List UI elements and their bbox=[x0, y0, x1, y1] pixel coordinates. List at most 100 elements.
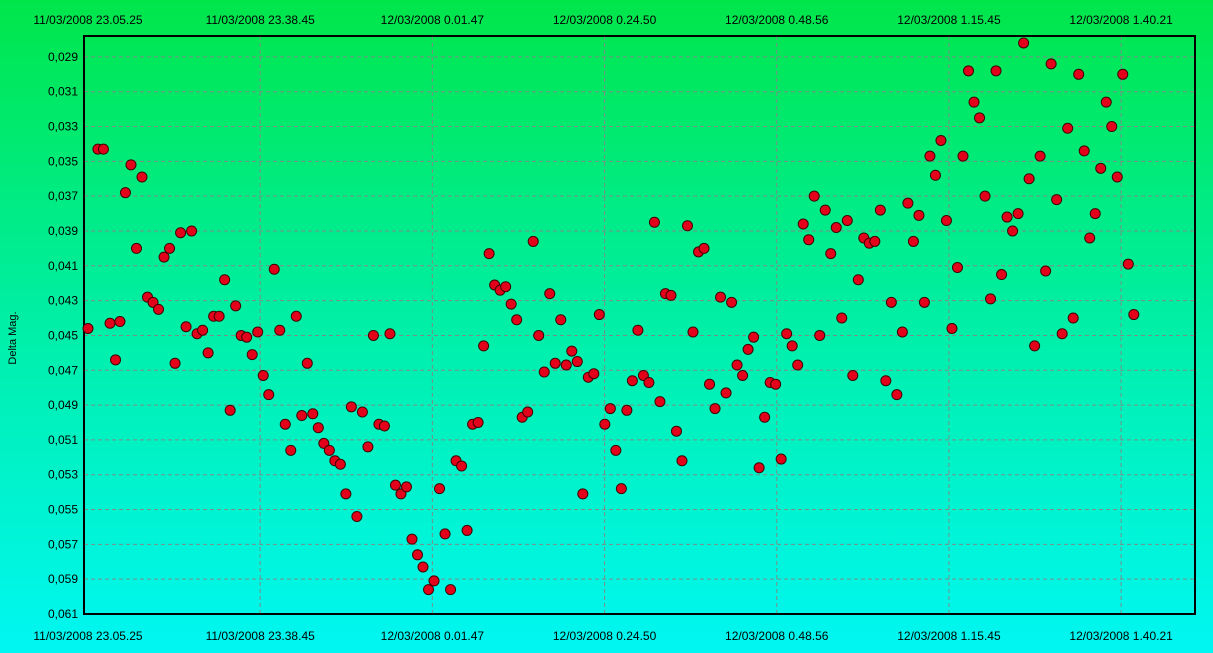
data-point bbox=[836, 312, 848, 324]
data-point bbox=[670, 425, 682, 437]
data-point bbox=[104, 317, 116, 329]
data-point bbox=[577, 488, 589, 500]
data-point bbox=[1073, 68, 1085, 80]
y-tick-label: 0,031 bbox=[48, 85, 78, 99]
data-point bbox=[792, 359, 804, 371]
data-point bbox=[153, 303, 165, 315]
data-point bbox=[1067, 312, 1079, 324]
data-point bbox=[197, 324, 209, 336]
data-point bbox=[918, 296, 930, 308]
y-tick-label: 0,057 bbox=[48, 537, 78, 551]
x-bottom-tick-label: 12/03/2008 0.24.50 bbox=[553, 629, 657, 643]
data-point bbox=[588, 368, 600, 380]
data-point bbox=[996, 269, 1008, 281]
data-point bbox=[924, 150, 936, 162]
data-point bbox=[175, 227, 187, 239]
data-point bbox=[632, 324, 644, 336]
data-point bbox=[456, 460, 468, 472]
x-top-tick-label: 11/03/2008 23.05.25 bbox=[33, 13, 143, 27]
data-point bbox=[417, 561, 429, 573]
data-point bbox=[445, 584, 457, 596]
data-point bbox=[549, 357, 561, 369]
data-point bbox=[340, 488, 352, 500]
data-point bbox=[935, 134, 947, 146]
data-point bbox=[621, 404, 633, 416]
data-point bbox=[544, 288, 556, 300]
data-point bbox=[1007, 225, 1019, 237]
data-point bbox=[841, 215, 853, 227]
data-point bbox=[1023, 173, 1035, 185]
data-point bbox=[119, 187, 131, 199]
data-point bbox=[257, 369, 269, 381]
data-point bbox=[263, 389, 275, 401]
data-point bbox=[522, 406, 534, 418]
data-point bbox=[676, 455, 688, 467]
data-point bbox=[1117, 68, 1129, 80]
data-point bbox=[110, 354, 122, 366]
data-point bbox=[759, 411, 771, 423]
data-point bbox=[687, 326, 699, 338]
data-point bbox=[213, 310, 225, 322]
data-point bbox=[819, 204, 831, 216]
data-point bbox=[290, 310, 302, 322]
data-point bbox=[748, 331, 760, 343]
data-point bbox=[345, 401, 357, 413]
data-point bbox=[1106, 121, 1118, 133]
data-point bbox=[852, 274, 864, 286]
data-point bbox=[406, 533, 418, 545]
data-point bbox=[1100, 96, 1112, 108]
data-point bbox=[709, 403, 721, 415]
data-point bbox=[742, 343, 754, 355]
data-point bbox=[814, 329, 826, 341]
data-point bbox=[1122, 258, 1134, 270]
data-point bbox=[880, 375, 892, 387]
data-point bbox=[913, 209, 925, 221]
data-point bbox=[389, 479, 401, 491]
data-point bbox=[797, 218, 809, 230]
data-point bbox=[1029, 340, 1041, 352]
data-point bbox=[891, 389, 903, 401]
data-point bbox=[1012, 208, 1024, 220]
data-point bbox=[985, 293, 997, 305]
data-point bbox=[500, 281, 512, 293]
data-point bbox=[130, 242, 142, 254]
data-point bbox=[246, 349, 258, 361]
x-top-tick-label: 12/03/2008 1.15.45 bbox=[897, 13, 1001, 27]
data-point bbox=[962, 65, 974, 77]
y-tick-label: 0,035 bbox=[48, 154, 78, 168]
data-point bbox=[483, 248, 495, 260]
data-point bbox=[929, 169, 941, 181]
data-point bbox=[665, 289, 677, 301]
y-tick-label: 0,041 bbox=[48, 259, 78, 273]
data-point bbox=[268, 263, 280, 275]
data-point bbox=[681, 220, 693, 232]
data-point bbox=[560, 359, 572, 371]
data-point bbox=[434, 483, 446, 495]
data-point bbox=[1095, 162, 1107, 174]
data-point bbox=[1045, 58, 1057, 70]
y-tick-label: 0,045 bbox=[48, 328, 78, 342]
data-point bbox=[307, 408, 319, 420]
data-point bbox=[82, 322, 94, 334]
data-point bbox=[169, 357, 181, 369]
x-bottom-tick-label: 11/03/2008 23.05.25 bbox=[33, 629, 143, 643]
data-point bbox=[770, 378, 782, 390]
data-point bbox=[164, 242, 176, 254]
data-point bbox=[604, 403, 616, 415]
data-point bbox=[356, 406, 368, 418]
data-point bbox=[720, 387, 732, 399]
data-point bbox=[1128, 309, 1140, 321]
data-point bbox=[505, 298, 517, 310]
y-axis-title: Delta Mag. bbox=[7, 311, 19, 364]
data-point bbox=[97, 143, 109, 155]
data-point bbox=[180, 321, 192, 333]
x-top-tick-label: 11/03/2008 23.38.45 bbox=[206, 13, 316, 27]
x-bottom-tick-label: 12/03/2008 0.01.47 bbox=[381, 629, 485, 643]
data-point bbox=[334, 458, 346, 470]
data-point bbox=[896, 326, 908, 338]
x-bottom-tick-label: 12/03/2008 1.40.21 bbox=[1069, 629, 1173, 643]
x-top-tick-labels: 11/03/2008 23.05.25 11/03/2008 23.38.45 12… bbox=[33, 13, 1173, 27]
data-point bbox=[968, 96, 980, 108]
data-point bbox=[202, 347, 214, 359]
